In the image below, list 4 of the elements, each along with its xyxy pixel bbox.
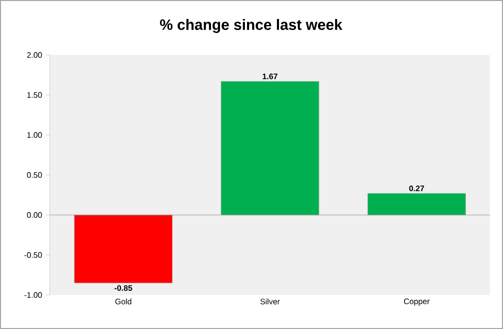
- bar: [367, 193, 466, 216]
- bar: [220, 81, 320, 216]
- chart-title: % change since last week: [160, 19, 342, 33]
- bar: [74, 214, 173, 284]
